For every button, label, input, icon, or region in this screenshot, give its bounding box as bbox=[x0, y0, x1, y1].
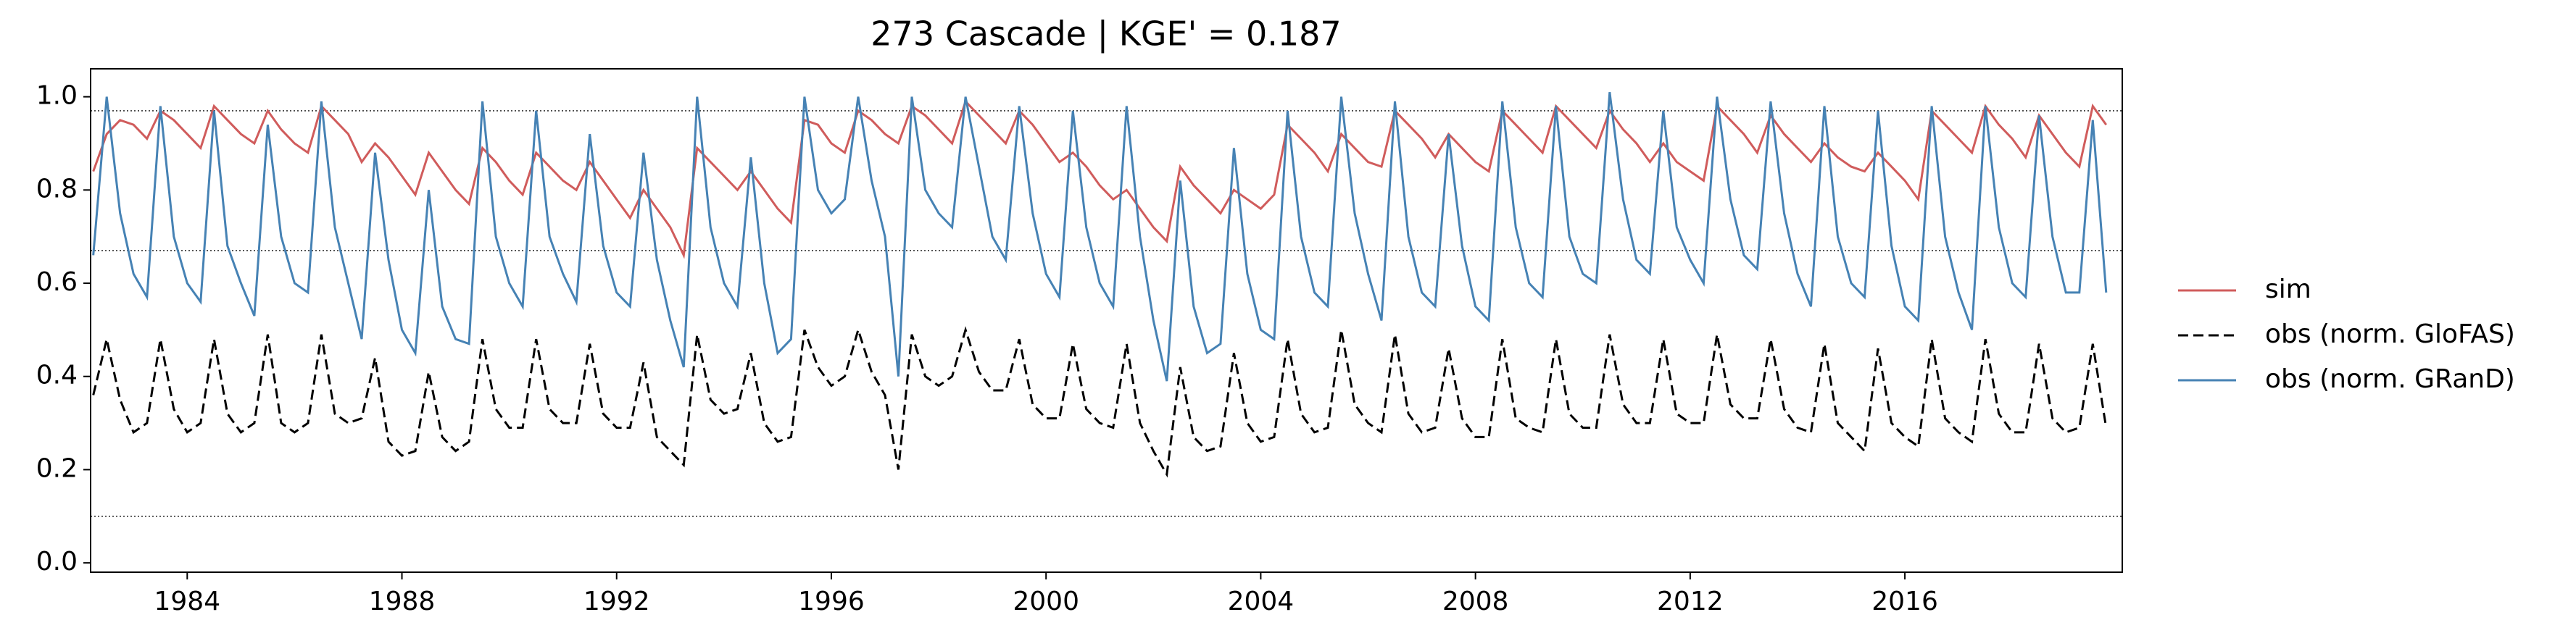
x-tick-label: 2000 bbox=[1013, 587, 1079, 616]
series-line bbox=[92, 99, 2108, 259]
plot-frame bbox=[90, 68, 2123, 573]
legend-label: sim bbox=[2265, 275, 2311, 304]
series-line bbox=[92, 92, 2108, 382]
y-tick-label: 0.2 bbox=[36, 453, 78, 483]
x-tick-label: 1984 bbox=[154, 587, 220, 616]
series-line bbox=[92, 326, 2108, 478]
plot-area bbox=[92, 92, 2108, 478]
y-tick-label: 1.0 bbox=[36, 81, 78, 111]
legend-label: obs (norm. GRanD) bbox=[2265, 364, 2515, 394]
y-tick-label: 0.4 bbox=[36, 361, 78, 390]
x-tick-label: 1992 bbox=[583, 587, 650, 616]
x-tick-label: 2004 bbox=[1228, 587, 1295, 616]
y-tick-label: 0.0 bbox=[36, 547, 78, 577]
x-tick-label: 2016 bbox=[1871, 587, 1938, 616]
legend-label: obs (norm. GloFAS) bbox=[2265, 319, 2515, 349]
x-tick-label: 2012 bbox=[1657, 587, 1724, 616]
x-tick-label: 1996 bbox=[798, 587, 865, 616]
chart-title: 273 Cascade | KGE' = 0.187 bbox=[871, 14, 1341, 54]
x-tick-label: 2008 bbox=[1442, 587, 1509, 616]
y-tick-label: 0.8 bbox=[36, 174, 78, 204]
x-tick-label: 1988 bbox=[369, 587, 436, 616]
y-tick-label: 0.6 bbox=[36, 267, 78, 297]
